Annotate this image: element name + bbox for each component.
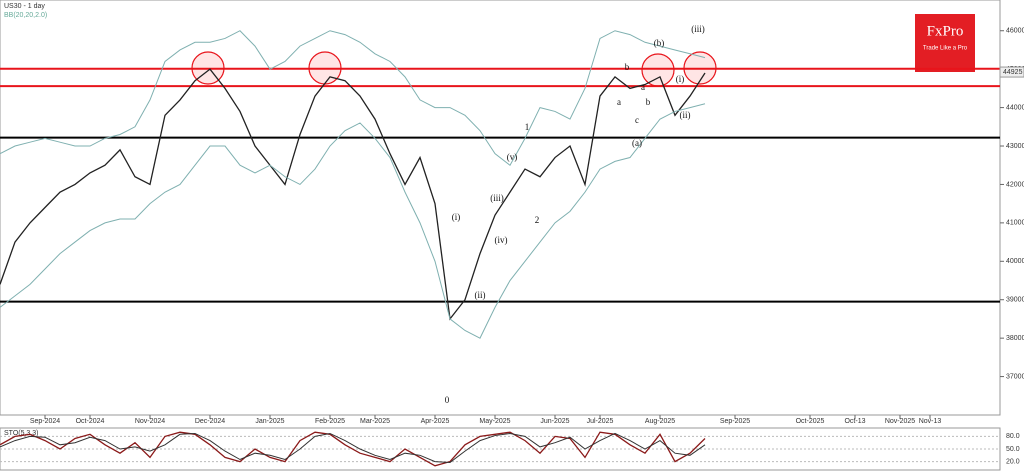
y-tick-label: 41000 <box>1006 220 1024 227</box>
oscillator-title: STO(5,3,3) <box>4 430 39 437</box>
wave-label: (v) <box>507 152 518 162</box>
y-tick-label: 20.0 <box>1006 458 1020 465</box>
wave-label: (i) <box>452 212 461 222</box>
x-tick-label: Nov-2025 <box>885 418 915 425</box>
x-tick-label: Sep-2025 <box>720 418 750 425</box>
wave-label: a <box>641 82 645 92</box>
x-tick-label: Jul-2025 <box>587 418 614 425</box>
wave-label: (iii) <box>490 193 504 203</box>
y-tick-label: 44000 <box>1006 104 1024 111</box>
series-line <box>0 68 706 321</box>
y-tick-label: 80.0 <box>1006 433 1020 440</box>
wave-label: b <box>625 62 630 72</box>
wave-label: (i) <box>676 74 685 84</box>
y-tick-label: 43000 <box>1006 143 1024 150</box>
plot-frame <box>0 0 1001 416</box>
wave-label: (ii) <box>475 290 486 300</box>
x-tick-label: May-2025 <box>479 418 510 425</box>
y-tick-label: 46000 <box>1006 28 1024 35</box>
x-tick-label: Oct-13 <box>844 418 865 425</box>
wave-label: 2 <box>535 215 540 225</box>
x-tick-label: Jan-2025 <box>255 418 284 425</box>
y-tick-label: 39000 <box>1006 297 1024 304</box>
x-tick-label: Nov-2024 <box>135 418 165 425</box>
price-tag <box>999 66 1024 78</box>
y-tick-label: 42000 <box>1006 181 1024 188</box>
x-tick-label: Apr-2025 <box>421 418 450 425</box>
highlight-circle <box>641 53 675 87</box>
wave-label: (iii) <box>691 24 705 34</box>
chart-subtitle: BB(20,20,2.0) <box>4 12 47 19</box>
x-tick-label: Dec-2024 <box>195 418 225 425</box>
logo-name: FxPro <box>927 23 964 39</box>
wave-label: (a) <box>632 138 642 148</box>
wave-label: (iv) <box>495 235 508 245</box>
series-line <box>0 103 706 339</box>
x-tick-label: Sep-2024 <box>30 418 60 425</box>
wave-label: 0 <box>445 395 450 405</box>
price-tag-label: 44925 <box>1003 69 1023 76</box>
x-tick-label: Feb-2025 <box>315 418 345 425</box>
series-line <box>0 30 706 166</box>
x-tick-label: Oct-2025 <box>796 418 825 425</box>
wave-label: c <box>635 115 639 125</box>
logo: FxPro Trade Like a Pro <box>915 14 975 72</box>
wave-label: (ii) <box>680 110 691 120</box>
wave-label: b <box>646 97 651 107</box>
series-line <box>0 432 706 463</box>
wave-label: a <box>617 97 621 107</box>
x-tick-label: Oct-2024 <box>76 418 105 425</box>
logo-box <box>915 14 975 72</box>
y-tick-label: 38000 <box>1006 335 1024 342</box>
series-line <box>0 431 706 467</box>
oscillator-frame <box>0 427 1001 471</box>
x-tick-label: Nov-13 <box>919 418 942 425</box>
y-tick-label: 40000 <box>1006 258 1024 265</box>
x-tick-label: Aug-2025 <box>645 418 675 425</box>
y-tick-label: 37000 <box>1006 373 1024 380</box>
x-tick-label: Jun-2025 <box>540 418 569 425</box>
chart-title: US30 - 1 day <box>4 3 45 10</box>
x-tick-label: Mar-2025 <box>360 418 390 425</box>
logo-tagline: Trade Like a Pro <box>923 46 968 52</box>
wave-label: (b) <box>654 38 665 48</box>
wave-label: 1 <box>525 122 530 132</box>
y-tick-label: 50.0 <box>1006 446 1020 453</box>
